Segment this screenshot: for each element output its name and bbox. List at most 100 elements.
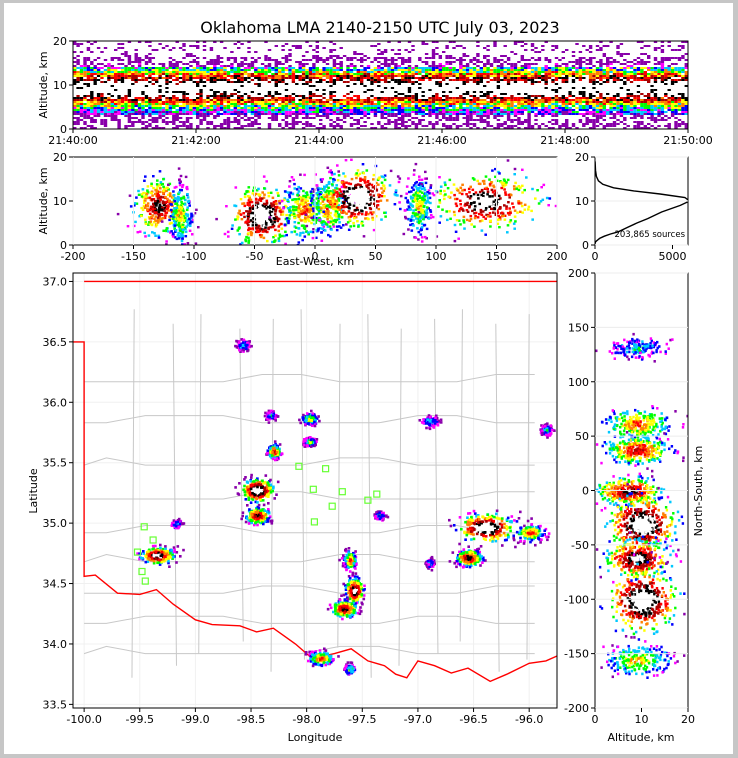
density-cell (387, 85, 391, 87)
density-cell (612, 117, 617, 119)
density-cell (257, 91, 261, 93)
density-cell (609, 71, 613, 73)
density-cell (206, 121, 210, 123)
density-cell (585, 87, 589, 89)
density-cell (79, 101, 84, 103)
density-cell (506, 111, 511, 113)
density-cell (397, 109, 402, 111)
density-cell (609, 93, 613, 95)
density-cell (301, 73, 306, 75)
density-cell (465, 105, 470, 107)
density-cell (588, 45, 593, 47)
density-cell (373, 97, 378, 99)
density-cell (124, 65, 128, 67)
density-cell (79, 43, 84, 45)
density-cell (322, 89, 326, 91)
density-cell (114, 91, 118, 93)
density-cell (206, 99, 210, 101)
density-cell (551, 111, 555, 113)
density-cell (619, 95, 624, 97)
density-cell (407, 101, 412, 103)
density-cell (295, 71, 299, 73)
density-cell (606, 95, 610, 97)
density-cell (575, 71, 579, 73)
density-cell (329, 79, 333, 81)
density-cell (144, 89, 149, 91)
density-cell (424, 71, 429, 73)
density-cell (315, 67, 320, 69)
density-cell (141, 117, 145, 119)
density-cell (329, 51, 333, 53)
density-cell (76, 119, 80, 121)
density-cell (284, 85, 289, 87)
density-cell (237, 87, 241, 89)
density-cell (161, 95, 166, 97)
density-cell (431, 53, 436, 55)
density-cell (455, 107, 460, 109)
density-cell (534, 91, 538, 93)
density-cell (356, 105, 361, 107)
density-cell (575, 89, 579, 91)
density-cell (312, 93, 316, 95)
density-cell (182, 123, 186, 125)
density-cell (380, 75, 384, 77)
density-cell (503, 89, 507, 91)
density-cell (298, 103, 302, 105)
density-cell (349, 103, 354, 105)
density-cell (387, 101, 391, 103)
density-cell (370, 77, 374, 79)
density-cell (401, 85, 405, 87)
density-cell (332, 109, 337, 111)
density-cell (520, 107, 525, 109)
density-cell (223, 97, 227, 99)
density-cell (554, 65, 559, 67)
density-cell (547, 101, 552, 103)
density-cell (182, 63, 186, 65)
density-cell (151, 71, 156, 73)
density-cell (96, 93, 101, 95)
density-cell (267, 103, 272, 105)
density-cell (541, 93, 545, 95)
density-cell (370, 99, 374, 101)
density-cell (264, 55, 268, 57)
density-cell (459, 111, 463, 113)
density-cell (141, 69, 145, 71)
density-cell (247, 67, 251, 69)
density-cell (124, 67, 128, 69)
density-cell (267, 65, 272, 67)
density-cell (73, 83, 77, 85)
density-cell (349, 93, 354, 95)
density-cell (554, 83, 559, 85)
density-cell (291, 83, 296, 85)
density-cell (346, 77, 350, 79)
density-cell (370, 95, 374, 97)
density-cell (254, 81, 258, 83)
density-cell (349, 85, 354, 87)
density-cell (588, 75, 593, 77)
density-cell (459, 89, 463, 91)
density-cell (219, 89, 224, 91)
density-cell (114, 93, 118, 95)
density-cell (288, 105, 292, 107)
density-cell (271, 111, 275, 113)
density-cell (274, 87, 279, 89)
density-cell (158, 101, 162, 103)
density-cell (575, 111, 579, 113)
density-cell (196, 47, 200, 49)
density-cell (168, 99, 173, 101)
density-cell (114, 101, 118, 103)
density-cell (387, 87, 391, 89)
density-cell (151, 103, 156, 105)
density-cell (107, 85, 111, 87)
density-cell (571, 93, 576, 95)
density-cell (110, 57, 115, 59)
density-cell (476, 81, 480, 83)
density-cell (547, 69, 552, 71)
density-cell (469, 89, 473, 91)
density-cell (455, 119, 460, 121)
density-cell (609, 79, 613, 81)
density-cell (342, 103, 347, 105)
density-cell (527, 119, 531, 121)
density-cell (387, 105, 391, 107)
density-cell (114, 113, 118, 115)
